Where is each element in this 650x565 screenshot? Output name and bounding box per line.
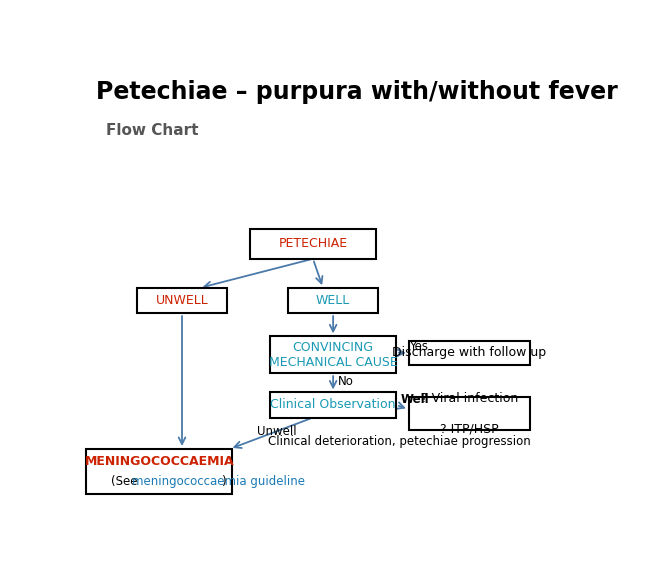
Text: Well: Well: [400, 393, 429, 406]
FancyBboxPatch shape: [270, 392, 396, 418]
FancyBboxPatch shape: [136, 288, 228, 313]
Text: ? Viral infection

? ITP/HSP: ? Viral infection ? ITP/HSP: [421, 392, 518, 435]
Text: MENINGOCOCCAEMIA: MENINGOCOCCAEMIA: [84, 455, 234, 468]
Text: CONVINCING
MECHANICAL CAUSE: CONVINCING MECHANICAL CAUSE: [268, 341, 398, 369]
Text: (See: (See: [112, 475, 142, 488]
Text: Yes: Yes: [410, 340, 428, 353]
Text: PETECHIAE: PETECHIAE: [278, 237, 348, 250]
Text: UNWELL: UNWELL: [155, 294, 209, 307]
FancyBboxPatch shape: [86, 449, 233, 494]
Text: Clinical deterioration, petechiae progression: Clinical deterioration, petechiae progre…: [268, 436, 530, 449]
Text: WELL: WELL: [316, 294, 350, 307]
Text: Flow Chart: Flow Chart: [107, 123, 199, 138]
FancyBboxPatch shape: [409, 397, 530, 430]
Text: Unwell: Unwell: [257, 424, 296, 437]
FancyBboxPatch shape: [270, 336, 396, 373]
Text: ): ): [221, 475, 226, 488]
FancyBboxPatch shape: [409, 341, 530, 365]
Text: Discharge with follow up: Discharge with follow up: [392, 346, 546, 359]
FancyBboxPatch shape: [250, 229, 376, 259]
Text: No: No: [338, 375, 354, 388]
Text: Clinical Observation: Clinical Observation: [270, 398, 396, 411]
FancyBboxPatch shape: [288, 288, 378, 313]
Text: meningococcaemia guideline: meningococcaemia guideline: [131, 475, 305, 488]
Text: Petechiae – purpura with/without fever: Petechiae – purpura with/without fever: [96, 80, 618, 104]
